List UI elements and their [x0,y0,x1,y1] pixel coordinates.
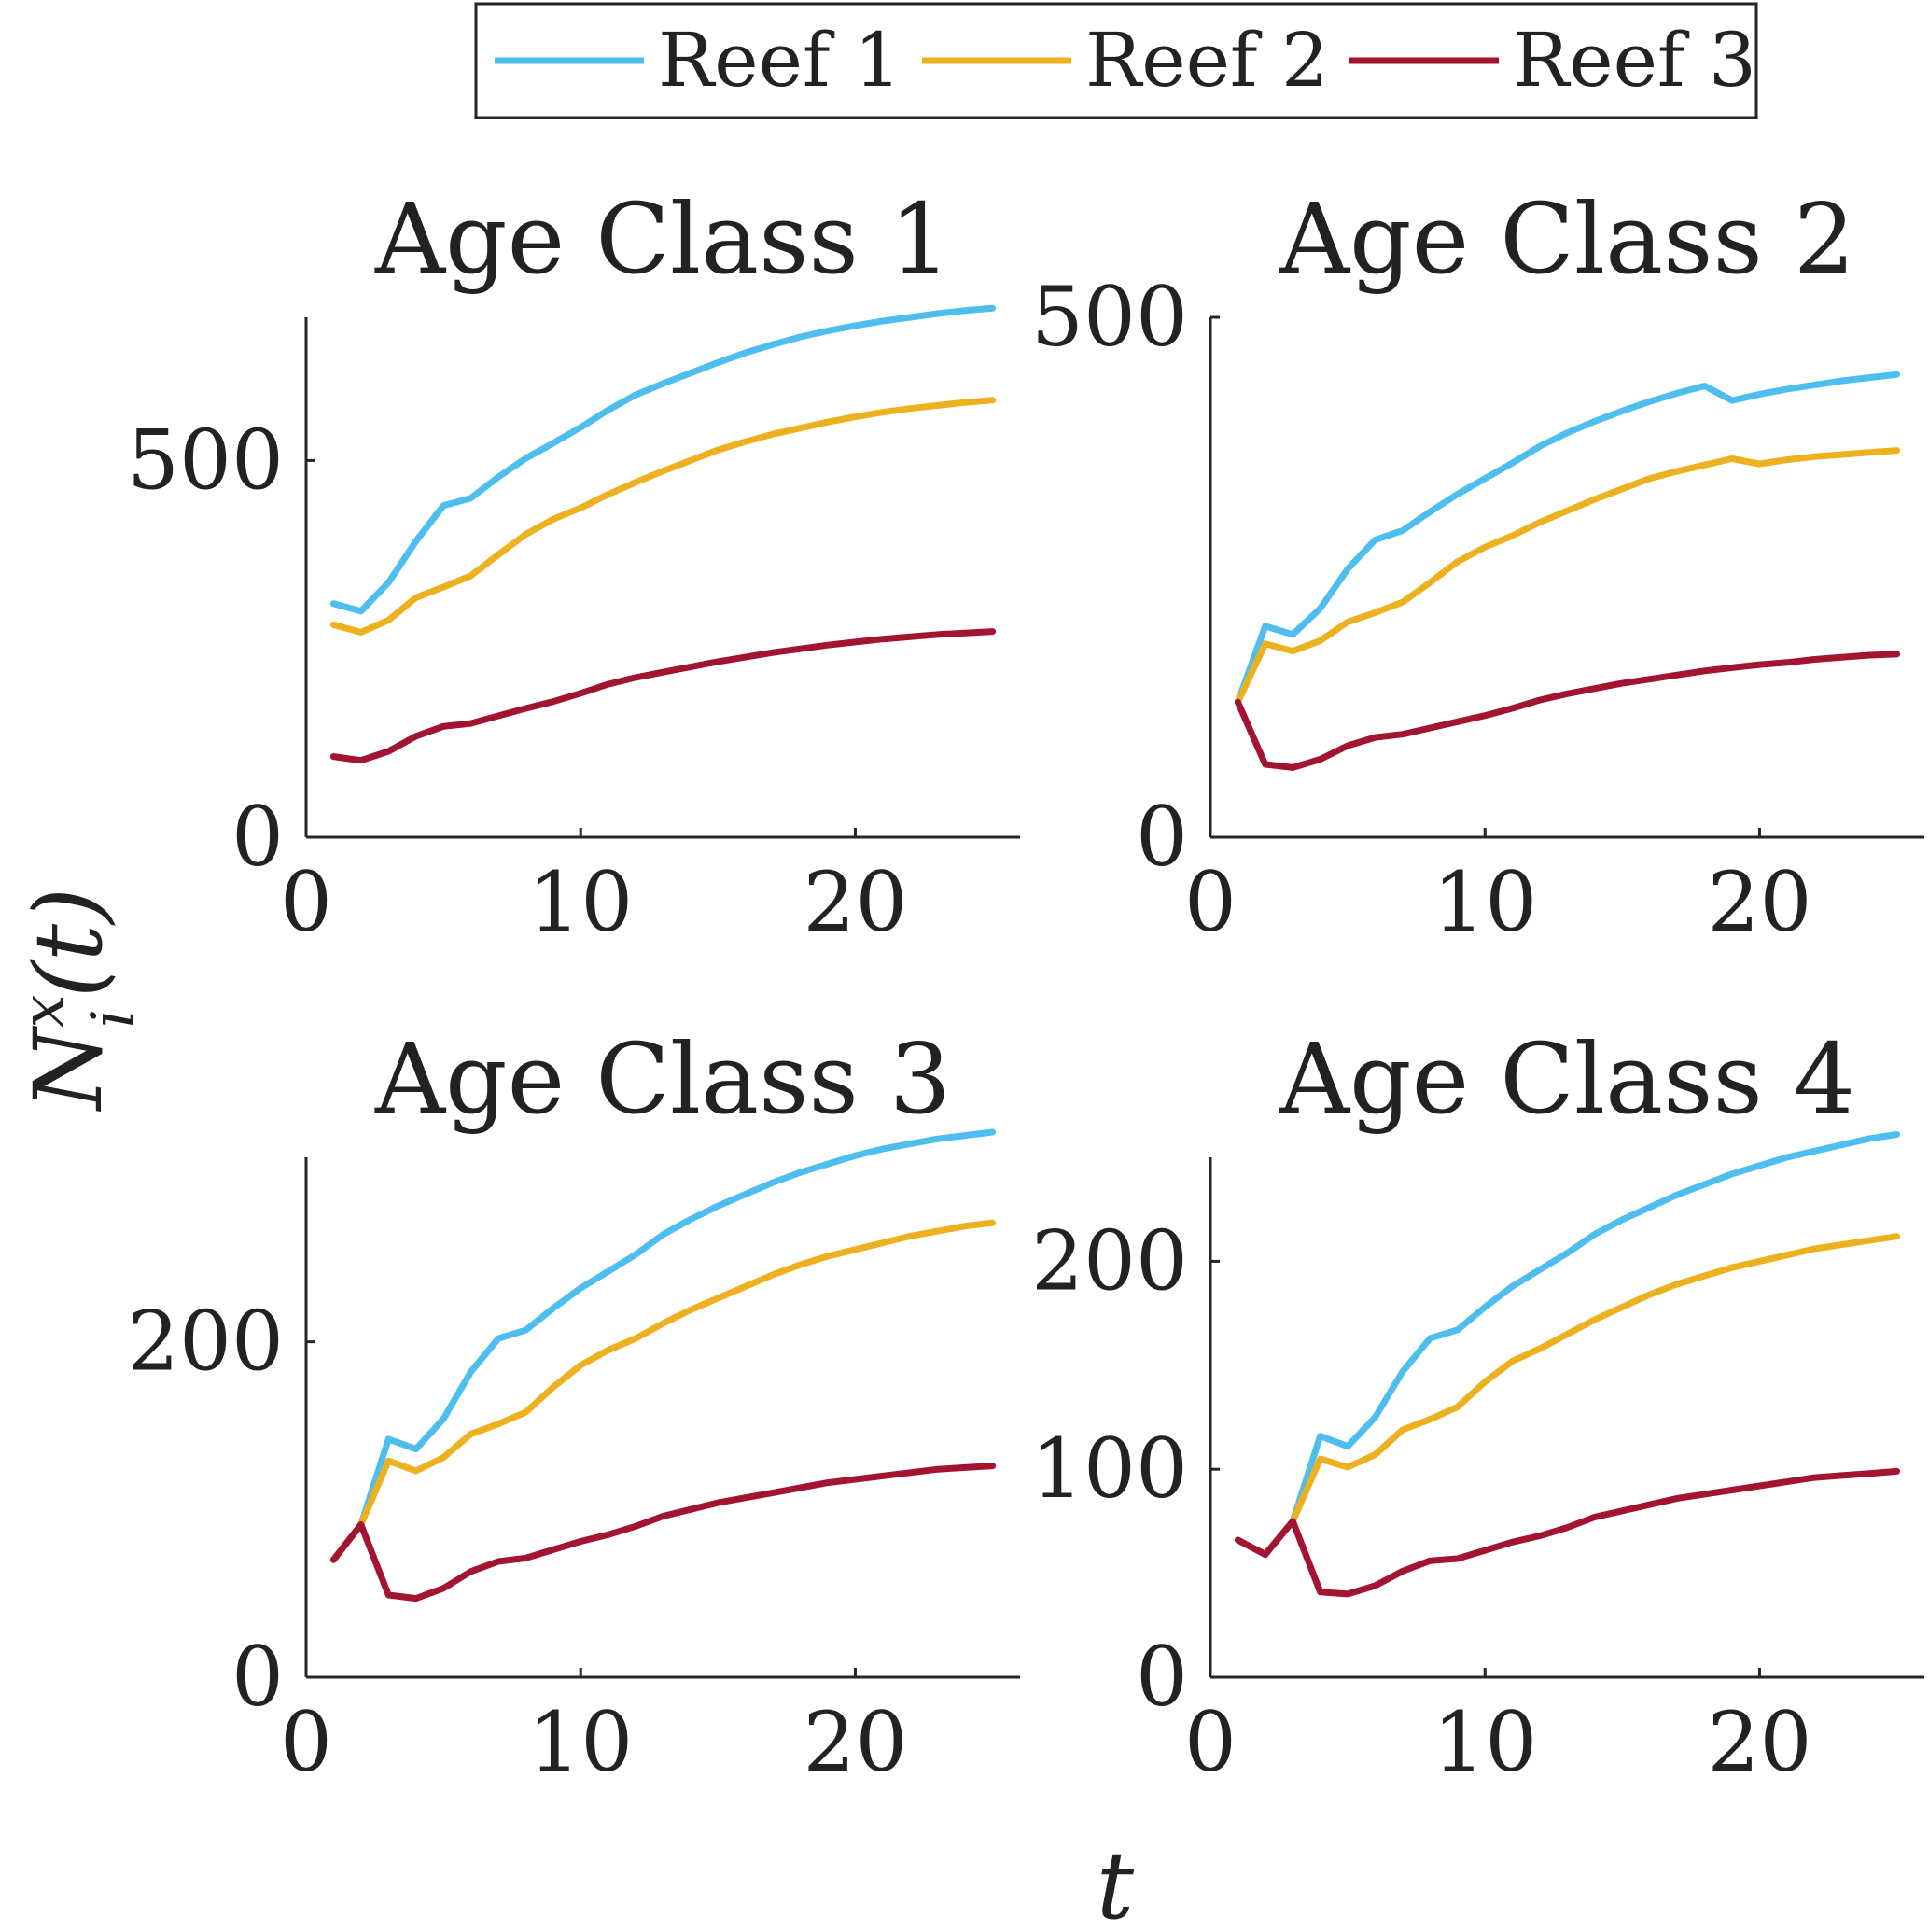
series-line-reef-3 [329,628,997,764]
y-tick-label: 0 [1136,789,1188,885]
x-tick-label: 20 [1707,1694,1811,1790]
y-tick-label: 0 [231,1629,284,1725]
x-tick-label: 20 [1707,854,1811,950]
legend: Reef 1 Reef 2 Reef 3 [474,2,1758,119]
panel-title: Age Class 2 [1279,182,1855,296]
y-axis-label-arg: (t) [14,888,123,998]
y-axis-label-sup: x [9,995,78,1029]
series-line-reef-2 [329,1219,997,1563]
y-tick-label: 100 [1031,1421,1188,1517]
panel-age-class-2: Age Class 2 0 10 20 0 500 [1031,182,1924,950]
series-line-reef-3 [1234,651,1901,771]
y-axis-label-sub: i [79,1009,148,1028]
y-tick-label: 0 [1136,1629,1188,1725]
x-tick-label: 10 [1433,1694,1537,1790]
series-line-reef-3 [1234,1467,1901,1598]
x-tick-label: 10 [528,1694,633,1790]
x-tick-label: 0 [1184,1694,1237,1790]
series-line-reef-1 [329,304,997,615]
y-axis-label: Nxi (t) [9,888,148,1112]
series-line-reef-3 [329,1463,997,1603]
x-tick-label: 0 [280,1694,332,1790]
y-tick-label: 200 [127,1294,284,1390]
series-line-reef-2 [329,397,997,636]
series-line-reef-1 [329,1128,997,1563]
x-tick-label: 10 [528,854,633,950]
x-tick-label: 0 [280,854,332,950]
y-tick-label: 0 [231,789,284,885]
legend-label-reef-2: Reef 2 [1085,17,1329,104]
series-line-reef-1 [1234,1131,1901,1558]
panel-age-class-1: Age Class 1 0 10 20 0 500 [127,182,1020,950]
panel-title: Age Class 4 [1279,1022,1855,1136]
y-tick-label: 500 [1031,269,1188,365]
y-axis-label-main: N [14,1025,123,1112]
series-line-reef-1 [1234,371,1901,706]
x-tick-label: 20 [803,854,907,950]
series-line-reef-2 [1234,447,1901,706]
y-tick-label: 500 [127,412,284,508]
legend-box [474,2,1758,119]
x-tick-label: 10 [1433,854,1537,950]
series-line-reef-2 [1234,1233,1901,1558]
panel-title: Age Class 1 [374,182,951,296]
x-tick-label: 0 [1184,854,1237,950]
panel-title: Age Class 3 [374,1022,951,1136]
legend-label-reef-3: Reef 3 [1513,17,1756,104]
y-tick-label: 200 [1031,1212,1188,1309]
x-tick-label: 20 [803,1694,907,1790]
legend-label-reef-1: Reef 1 [658,17,902,104]
x-axis-label: t [1097,1831,1135,1932]
svg-text:Nxi(t): Nxi (t) [9,888,148,1112]
